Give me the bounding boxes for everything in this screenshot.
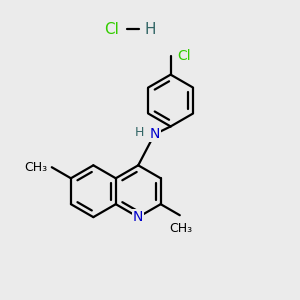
Text: H: H	[144, 22, 156, 37]
Text: Cl: Cl	[177, 50, 191, 63]
Text: N: N	[133, 210, 143, 224]
Text: CH₃: CH₃	[170, 222, 193, 235]
Text: H: H	[134, 126, 144, 139]
Text: CH₃: CH₃	[24, 161, 47, 174]
Text: Cl: Cl	[104, 22, 119, 37]
Text: N: N	[149, 128, 160, 141]
